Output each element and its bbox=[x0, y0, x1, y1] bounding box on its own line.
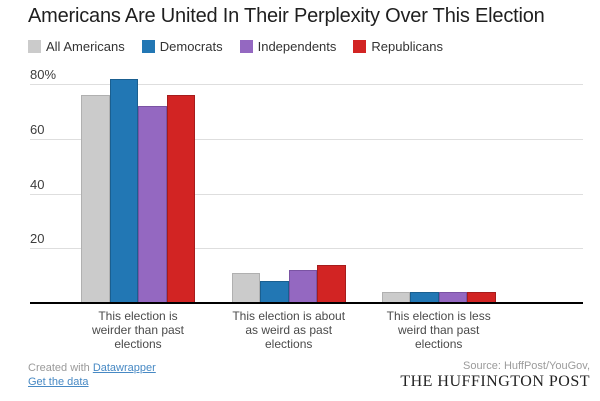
y-tick-label-60: 60 bbox=[30, 121, 45, 137]
legend-item-democrats: Democrats bbox=[141, 39, 223, 54]
bar-group1-republicans bbox=[166, 94, 195, 303]
legend-item-all-americans: All Americans bbox=[28, 39, 125, 54]
bar-group2-independents bbox=[288, 270, 318, 303]
x-axis-baseline bbox=[30, 302, 583, 304]
y-tick-label-20: 20 bbox=[30, 231, 45, 247]
bar-group2-democrats bbox=[260, 281, 289, 303]
chart-title: Americans Are United In Their Perplexity… bbox=[28, 5, 545, 27]
y-tick-label-80: 80% bbox=[30, 67, 57, 82]
category-label-1: This election is weirder than past elect… bbox=[91, 309, 185, 351]
credit-footer: Created with Datawrapper Get the data bbox=[28, 361, 156, 389]
plot-area: 20 40 60 80% bbox=[30, 67, 583, 303]
category-label-3: This election is less weird than past el… bbox=[386, 309, 491, 351]
legend-label: Democrats bbox=[159, 39, 223, 54]
legend-label: All Americans bbox=[46, 39, 125, 54]
bar-group2-all-americans bbox=[231, 272, 261, 303]
legend-swatch-icon bbox=[239, 40, 253, 53]
bar-group1-democrats bbox=[109, 78, 138, 303]
legend: All Americans Democrats Independents Republ… bbox=[28, 39, 460, 54]
gridline-20 bbox=[30, 248, 583, 250]
legend-item-independents: Independents bbox=[239, 39, 337, 54]
legend-item-republicans: Republicans bbox=[353, 39, 443, 54]
category-label-2: This election is about as weird as past … bbox=[232, 309, 346, 351]
get-the-data-link[interactable]: Get the data bbox=[28, 376, 89, 388]
legend-swatch-icon bbox=[353, 40, 367, 53]
datawrapper-link[interactable]: Datawrapper bbox=[92, 362, 156, 374]
credit-prefix: Created with bbox=[28, 362, 93, 374]
gridline-80 bbox=[30, 84, 583, 85]
legend-swatch-icon bbox=[141, 40, 155, 53]
bar-group1-all-americans bbox=[81, 94, 110, 303]
legend-label: Republicans bbox=[371, 39, 443, 54]
source-text: Source: HuffPost/YouGov, bbox=[463, 360, 590, 372]
source-footer: Source: HuffPost/YouGov, THE HUFFINGTON … bbox=[400, 360, 590, 391]
bar-group2-republicans bbox=[317, 264, 346, 303]
bar-group1-independents bbox=[138, 105, 167, 303]
huffington-post-logo: THE HUFFINGTON POST bbox=[400, 373, 590, 390]
legend-label: Independents bbox=[257, 39, 337, 54]
gridline-40 bbox=[30, 193, 583, 195]
gridline-60 bbox=[30, 138, 583, 140]
legend-swatch-icon bbox=[28, 40, 41, 53]
y-tick-label-40: 40 bbox=[30, 176, 45, 192]
